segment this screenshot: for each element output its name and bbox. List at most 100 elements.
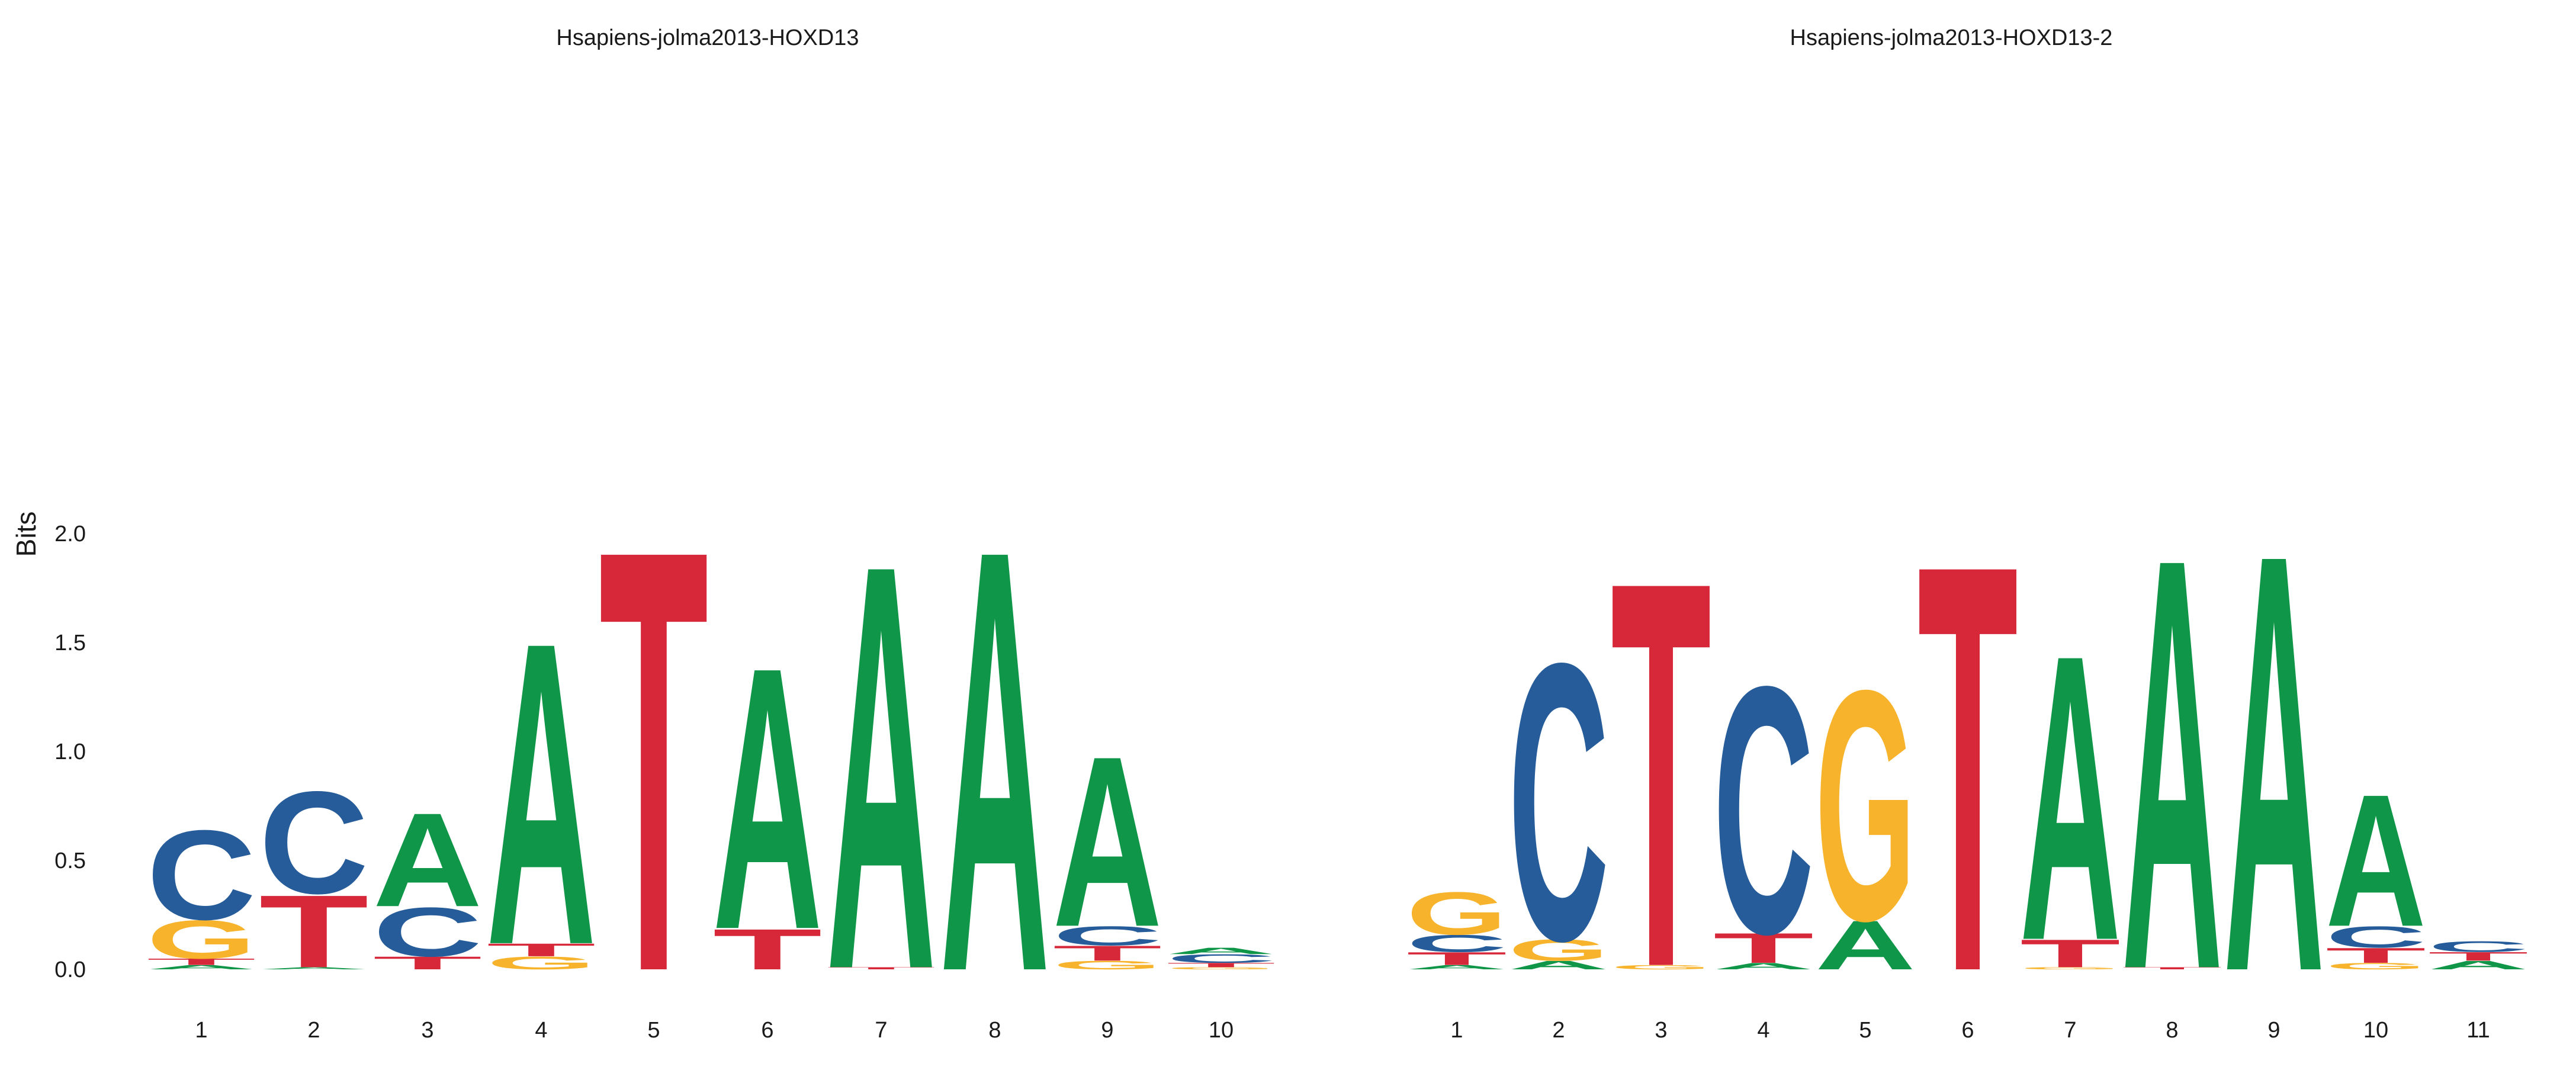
logo-letter-a: A: [259, 966, 369, 970]
x-tick-label: 8: [988, 1018, 1001, 1043]
logo-letter-t: T: [2122, 966, 2222, 970]
stack-position-5: AG: [1815, 622, 1916, 989]
x-tick-label: 8: [2166, 1018, 2178, 1043]
logo-panel-hoxd13: Hsapiens-jolma2013-HOXD13 Bits 0.0 0.5 1.0…: [11, 25, 1276, 1083]
y-tick-label: 2.0: [54, 522, 86, 547]
x-tick-label: 5: [1859, 1018, 1871, 1043]
x-tick-label: 6: [761, 1018, 773, 1043]
logo-letter-a: A: [713, 590, 823, 1008]
logo-letter-t: T: [1917, 444, 2018, 1083]
logo-letter-c: C: [373, 893, 483, 971]
logo-letter-t: T: [713, 917, 823, 981]
logo-letter-t: T: [2020, 931, 2121, 976]
x-tick-label: 4: [1757, 1018, 1769, 1043]
logo-letter-a: A: [1508, 959, 1609, 972]
stack-position-6: TA: [713, 590, 823, 1008]
stack-position-7: GTA: [2020, 570, 2121, 1026]
x-tick-label: 2: [1552, 1018, 1565, 1043]
x-tick-label: 9: [1101, 1018, 1113, 1043]
x-tick-label: 4: [535, 1018, 547, 1043]
x-tick-label: 11: [2466, 1018, 2490, 1043]
logo-letter-g: G: [2326, 961, 2426, 971]
logo-letter-g: G: [487, 953, 596, 973]
stack-position-4: GTA: [487, 552, 596, 1034]
y-tick-label: 1.5: [54, 631, 86, 655]
x-tick-label: 1: [1450, 1018, 1463, 1043]
logo-letter-g: G: [147, 910, 256, 970]
stack-position-8: A: [940, 425, 1050, 1083]
stack-position-8: TA: [2122, 435, 2222, 1083]
logo-letter-a: A: [373, 785, 483, 935]
x-tick-label: 7: [2064, 1018, 2076, 1043]
logo-letter-a: A: [147, 964, 256, 970]
logo-letter-g: G: [1508, 933, 1609, 968]
x-tick-label: 10: [1209, 1018, 1234, 1043]
logo-letter-g: G: [1611, 964, 1711, 970]
logo-letter-a: A: [1406, 964, 1507, 970]
logo-letter-c: C: [2428, 938, 2529, 955]
logo-letter-a: A: [2224, 430, 2324, 1083]
x-tick-label: 9: [2267, 1018, 2280, 1043]
x-axis-ticks: 1 2 3 4 5 6 7 8 9 10 11: [1450, 1018, 2490, 1043]
logo-letter-t: T: [1167, 962, 1276, 968]
y-tick-label: 1.0: [54, 740, 86, 764]
logo-letter-t: T: [373, 953, 483, 973]
stack-position-7: TA: [827, 445, 936, 1083]
x-tick-label: 5: [647, 1018, 660, 1043]
y-tick-label: 0.0: [54, 957, 86, 982]
stack-position-3: GT: [1611, 467, 1711, 1082]
logo-letter-t: T: [147, 957, 256, 967]
logo-letter-c: C: [2326, 920, 2426, 954]
x-tick-label: 7: [875, 1018, 887, 1043]
logo-letter-g: G: [2020, 966, 2121, 970]
logo-letter-g: G: [1053, 958, 1162, 972]
stack-position-4: ATC: [1713, 613, 1814, 1008]
logo-letter-c: C: [1167, 952, 1276, 965]
logo-letter-t: T: [2326, 943, 2426, 967]
logo-letter-t: T: [1406, 949, 1507, 969]
logo-letter-t: T: [1713, 924, 1814, 972]
stack-position-11: ATC: [2428, 938, 2529, 972]
logo-letter-a: A: [2326, 756, 2426, 966]
x-tick-label: 2: [307, 1018, 320, 1043]
logo-letter-a: A: [1167, 946, 1276, 956]
logo-letter-t: T: [259, 874, 369, 989]
stack-position-5: T: [599, 425, 709, 1083]
logo-letter-c: C: [1053, 921, 1162, 952]
logo-letter-a: A: [1053, 705, 1162, 978]
logo-letter-t: T: [1611, 467, 1711, 1082]
logo-letter-t: T: [1053, 941, 1162, 965]
logo-letter-a: A: [1815, 906, 1916, 984]
logo-letter-a: A: [2122, 435, 2222, 1083]
logo-letter-a: A: [940, 425, 1050, 1083]
logo-letter-a: A: [2020, 570, 2121, 1026]
logo-letter-a: A: [827, 445, 936, 1083]
logo-letter-t: T: [827, 966, 936, 970]
logo-letter-t: T: [2428, 950, 2529, 963]
x-tick-label: 6: [1961, 1018, 1974, 1043]
logo-letter-a: A: [1713, 961, 1814, 971]
stack-position-2: ATC: [259, 761, 369, 989]
x-axis-ticks: 1 2 3 4 5 6 7 8 9 10: [195, 1018, 1234, 1043]
logo-letter-g: G: [1406, 879, 1507, 947]
panel-title: Hsapiens-jolma2013-HOXD13-2: [1790, 25, 2113, 50]
logo-letter-a: A: [487, 552, 596, 1034]
logo-letter-a: A: [2428, 959, 2529, 972]
x-tick-label: 3: [1655, 1018, 1667, 1043]
logo-letter-c: C: [1406, 930, 1507, 957]
stack-position-2: AGC: [1508, 582, 1609, 1024]
y-tick-label: 0.5: [54, 849, 86, 873]
x-tick-label: 1: [195, 1018, 207, 1043]
logo-letter-t: T: [487, 940, 596, 960]
logo-letter-g: G: [1815, 622, 1916, 989]
y-axis-ticks: 0.0 0.5 1.0 1.5 2.0: [54, 522, 86, 982]
